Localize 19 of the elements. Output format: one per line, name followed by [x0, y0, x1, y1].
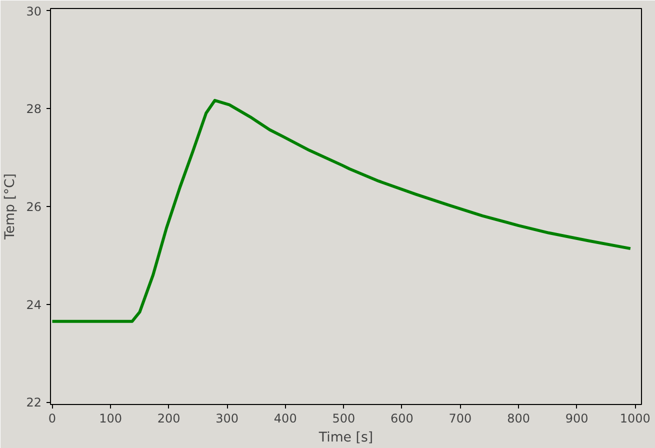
x-tick-label: 500 — [332, 412, 356, 426]
y-tick-label: 28 — [26, 102, 42, 116]
x-tick-label: 800 — [507, 412, 530, 426]
x-tick-label: 400 — [274, 412, 297, 426]
y-tick-label: 30 — [26, 4, 42, 18]
x-tick-label: 900 — [565, 412, 588, 426]
x-tick-label: 700 — [448, 412, 472, 426]
y-axis-title: Temp [°C] — [3, 173, 18, 241]
x-tick-label: 200 — [157, 412, 180, 426]
y-tick-label: 26 — [26, 200, 42, 214]
x-tick-label: 0 — [48, 412, 56, 426]
y-tick-label: 24 — [26, 298, 42, 312]
x-axis-title: Time [s] — [318, 430, 374, 446]
x-tick-label: 100 — [99, 412, 122, 426]
x-tick-label: 1000 — [620, 412, 650, 426]
x-tick-label: 300 — [216, 412, 239, 426]
x-tick-label: 600 — [390, 412, 414, 426]
y-tick-label: 22 — [26, 396, 42, 410]
line-series — [50, 98, 632, 323]
